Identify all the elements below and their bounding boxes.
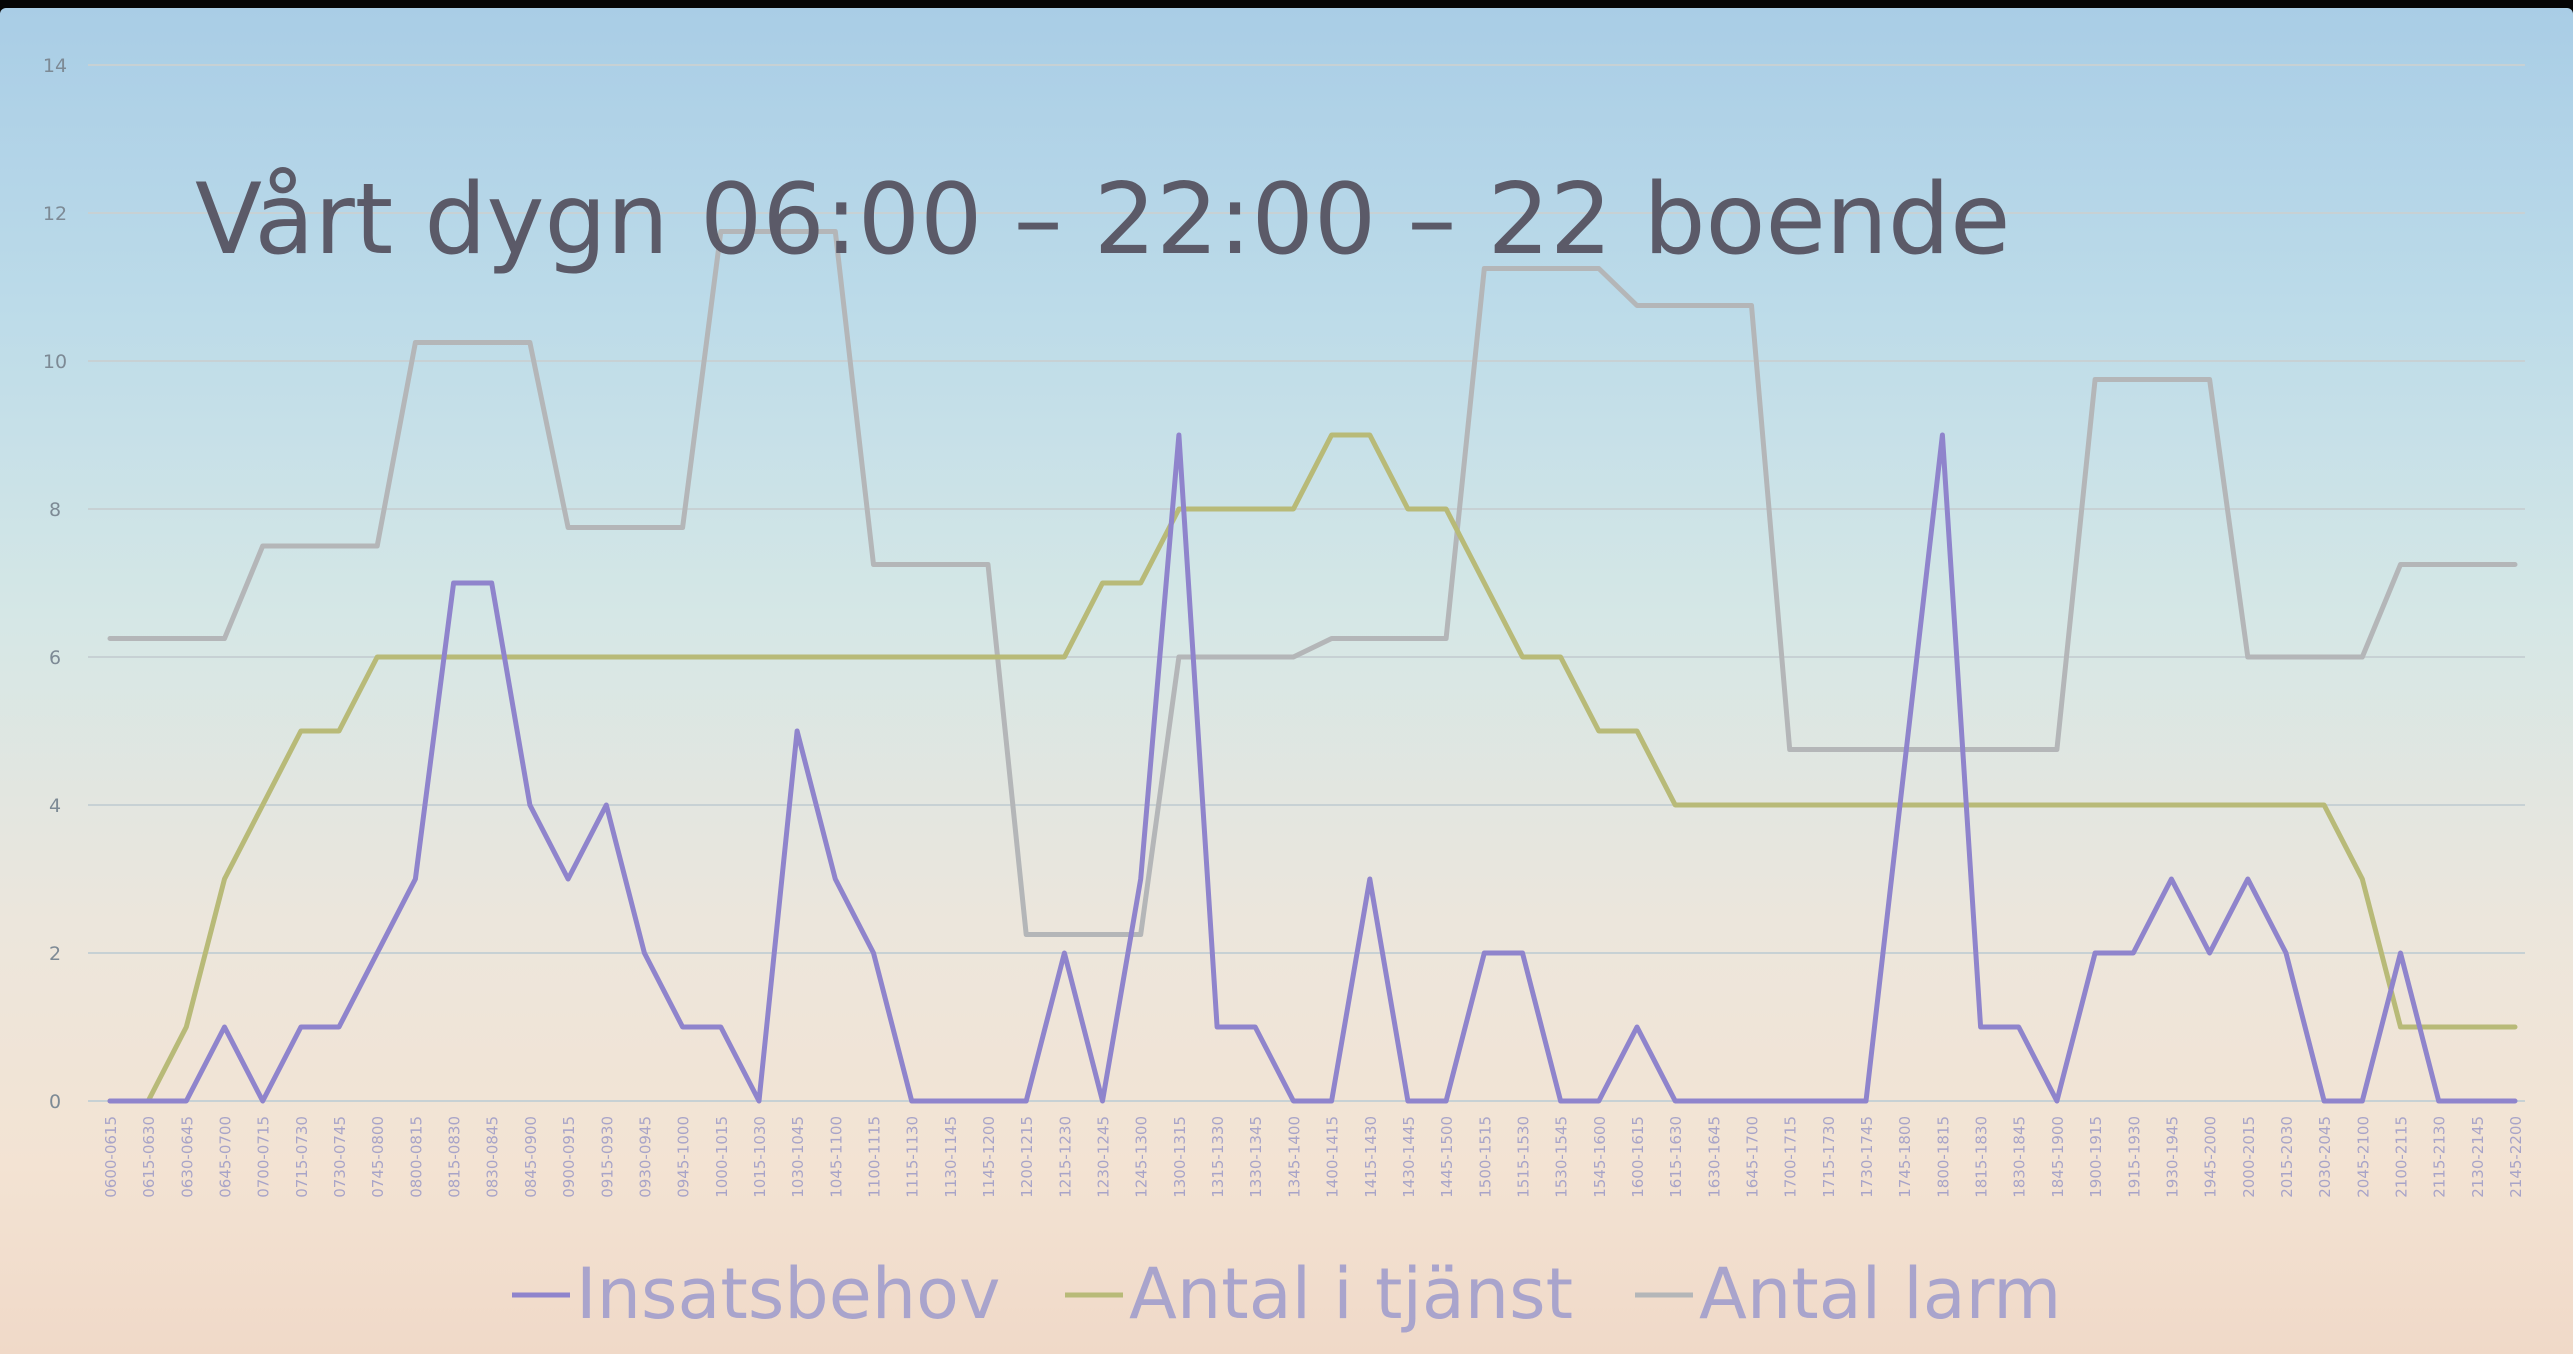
series-line-2 (107, 432, 2518, 1104)
x-tick-label: 0900-0915 (560, 1116, 578, 1198)
x-tick-label: 1530-1545 (1553, 1116, 1571, 1198)
legend-label: Insatsbehov (576, 1253, 1000, 1335)
x-tick-label: 1515-1530 (1514, 1116, 1532, 1198)
x-tick-label: 1745-1800 (1896, 1116, 1914, 1198)
x-tick-label: 1315-1330 (1209, 1116, 1227, 1198)
y-tick-label: 6 (49, 647, 61, 669)
y-tick-label: 8 (49, 499, 61, 521)
x-tick-label: 1915-1930 (2125, 1116, 2143, 1198)
x-tick-label: 2030-2045 (2316, 1116, 2334, 1198)
x-tick-label: 1800-1815 (1934, 1116, 1952, 1198)
x-tick-label: 1545-1600 (1591, 1116, 1609, 1198)
x-tick-label: 1145-1200 (980, 1116, 998, 1198)
x-tick-label: 1700-1715 (1782, 1116, 1800, 1198)
x-tick-label: 2115-2130 (2431, 1116, 2449, 1198)
x-tick-label: 1330-1345 (1247, 1116, 1265, 1198)
x-tick-label: 0815-0830 (446, 1116, 464, 1198)
x-tick-label: 1415-1430 (1362, 1116, 1380, 1198)
x-tick-label: 2145-2200 (2507, 1116, 2525, 1198)
x-tick-label: 1730-1745 (1858, 1116, 1876, 1198)
x-tick-label: 1500-1515 (1476, 1116, 1494, 1198)
x-tick-label: 1630-1645 (1705, 1116, 1723, 1198)
x-tick-label: 1215-1230 (1056, 1116, 1074, 1198)
legend-label: Antal larm (1699, 1253, 2061, 1335)
y-tick-label: 14 (43, 55, 67, 77)
series-line-1 (107, 432, 2518, 1104)
x-tick-label: 0615-0630 (140, 1116, 158, 1198)
x-tick-label: 1830-1845 (2011, 1116, 2029, 1198)
x-tick-label: 1115-1130 (904, 1116, 922, 1198)
x-tick-label: 2045-2100 (2354, 1116, 2372, 1198)
y-tick-label: 10 (43, 351, 67, 373)
x-tick-label: 0630-0645 (178, 1116, 196, 1198)
x-tick-label: 2100-2115 (2392, 1116, 2410, 1198)
x-tick-label: 0915-0930 (598, 1116, 616, 1198)
x-tick-label: 1045-1100 (827, 1116, 845, 1198)
x-tick-label: 1645-1700 (1744, 1116, 1762, 1198)
legend-label: Antal i tjänst (1129, 1253, 1573, 1335)
x-tick-label: 1130-1145 (942, 1116, 960, 1198)
x-tick-label: 1815-1830 (1973, 1116, 1991, 1198)
x-tick-label: 2130-2145 (2469, 1116, 2487, 1198)
x-axis-ticks: 0600-0615 0615-0630 0630-0645 0645-0700 0700… (102, 1116, 2525, 1198)
x-tick-label: 1200-1215 (1018, 1116, 1036, 1198)
x-tick-label: 0600-0615 (102, 1116, 120, 1198)
x-tick-label: 0745-0800 (369, 1116, 387, 1198)
x-tick-label: 1430-1445 (1400, 1116, 1418, 1198)
x-tick-label: 1945-2000 (2202, 1116, 2220, 1198)
x-tick-label: 2015-2030 (2278, 1116, 2296, 1198)
x-tick-label: 2000-2015 (2240, 1116, 2258, 1198)
x-tick-label: 1300-1315 (1171, 1116, 1189, 1198)
x-tick-label: 0730-0745 (331, 1116, 349, 1198)
x-tick-label: 1100-1115 (865, 1116, 883, 1198)
presentation-slide: 0 2 4 6 8 10 12 14 0600-0615 0615-0630 0630-0645 0… (0, 8, 2573, 1354)
y-tick-label: 4 (49, 795, 61, 817)
series-line-3 (107, 229, 2518, 937)
x-tick-label: 0715-0730 (293, 1116, 311, 1198)
x-tick-label: 0645-0700 (217, 1116, 235, 1198)
x-tick-label: 0930-0945 (636, 1116, 654, 1198)
y-tick-label: 0 (49, 1091, 61, 1113)
x-tick-label: 1400-1415 (1324, 1116, 1342, 1198)
x-tick-label: 1345-1400 (1285, 1116, 1303, 1198)
x-tick-label: 1015-1030 (751, 1116, 769, 1198)
x-tick-label: 1600-1615 (1629, 1116, 1647, 1198)
x-tick-label: 0845-0900 (522, 1116, 540, 1198)
x-tick-label: 1030-1045 (789, 1116, 807, 1198)
x-tick-label: 0800-0815 (407, 1116, 425, 1198)
y-axis-ticks: 0 2 4 6 8 10 12 14 (43, 55, 67, 1113)
x-tick-label: 1000-1015 (713, 1116, 731, 1198)
series-lines (107, 229, 2518, 1104)
chart-title: Vårt dygn 06:00 – 22:00 – 22 boende (195, 163, 2010, 277)
x-tick-label: 1615-1630 (1667, 1116, 1685, 1198)
chart-legend: Insatsbehov Antal i tjänst Antal larm (512, 1253, 2061, 1335)
x-tick-label: 1900-1915 (2087, 1116, 2105, 1198)
x-tick-label: 1715-1730 (1820, 1116, 1838, 1198)
x-tick-label: 0830-0845 (484, 1116, 502, 1198)
x-tick-label: 0700-0715 (255, 1116, 273, 1198)
x-tick-label: 1930-1945 (2163, 1116, 2181, 1198)
x-tick-label: 1245-1300 (1133, 1116, 1151, 1198)
x-tick-label: 0945-1000 (675, 1116, 693, 1198)
y-tick-label: 2 (49, 943, 61, 965)
x-tick-label: 1230-1245 (1095, 1116, 1113, 1198)
y-tick-label: 12 (43, 203, 67, 225)
x-tick-label: 1845-1900 (2049, 1116, 2067, 1198)
x-tick-label: 1445-1500 (1438, 1116, 1456, 1198)
